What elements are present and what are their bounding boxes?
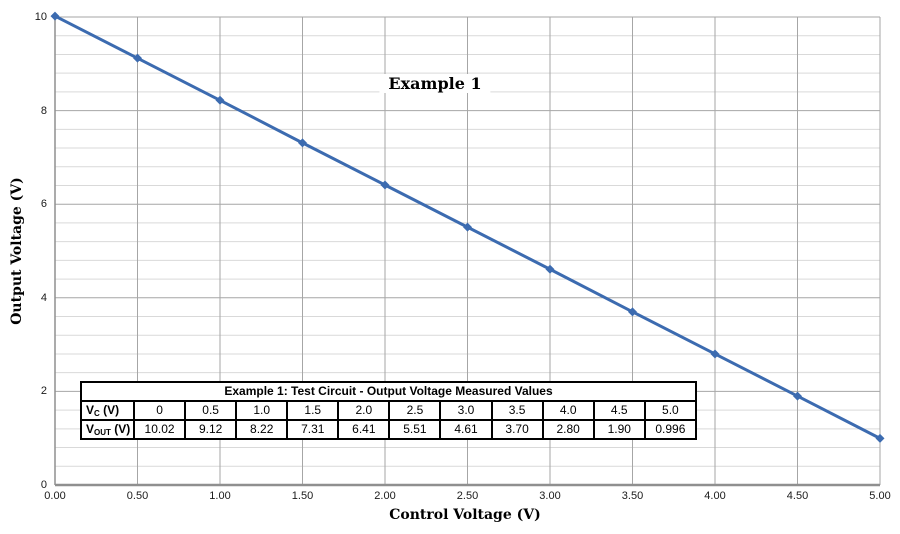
x-tick-label: 2.50	[456, 490, 479, 502]
x-tick-label: 4.50	[786, 490, 809, 502]
measured-values-table: Example 1: Test Circuit - Output Voltage…	[80, 381, 698, 440]
data-point-marker	[380, 180, 390, 190]
table-cell: 0	[132, 400, 187, 421]
table-cell: 3.0	[439, 400, 493, 421]
y-tick-label: 10	[34, 11, 47, 23]
x-tick-label: 5.00	[869, 490, 891, 502]
x-tick-label: 2.00	[374, 490, 396, 502]
data-point-marker	[793, 391, 802, 401]
data-point-marker	[875, 433, 885, 443]
table-cell: 7.31	[286, 419, 340, 440]
x-tick-label: 0.50	[126, 490, 149, 502]
data-point-marker	[133, 53, 142, 63]
data-point-marker	[710, 349, 720, 359]
x-tick-label: 1.50	[291, 490, 314, 502]
x-tick-label: 4.00	[704, 490, 726, 502]
table-cell: 1.5	[286, 400, 340, 421]
y-tick-label: 6	[40, 198, 47, 211]
table-cell: 4.0	[541, 400, 595, 421]
data-point-marker	[628, 307, 637, 317]
table-cell: 2.5	[388, 400, 442, 421]
x-tick-label: 0.00	[44, 490, 66, 502]
table-cell: 5.0	[643, 400, 698, 421]
table-cell: 5.51	[388, 419, 442, 440]
y-tick-label: 4	[40, 291, 47, 304]
table-cell: 0.5	[184, 400, 238, 421]
data-point-marker	[545, 264, 555, 274]
data-point-marker	[298, 138, 307, 148]
x-tick-label: 3.50	[621, 490, 644, 502]
x-tick-label: 1.00	[209, 490, 231, 502]
y-tick-label: 0	[40, 479, 47, 491]
table-cell: 4.5	[592, 400, 646, 421]
table-cell: 1.90	[592, 419, 646, 440]
table-cell: 8.22	[235, 419, 289, 440]
data-point-marker	[463, 222, 472, 232]
y-tick-label: 2	[40, 385, 47, 398]
data-point-marker	[50, 11, 60, 21]
x-axis-title: Control Voltage (V)	[389, 507, 541, 523]
table-cell: 2.80	[541, 419, 595, 440]
table-cell: 3.5	[490, 400, 544, 421]
table-cell: 1.0	[235, 400, 289, 421]
y-tick-label: 8	[40, 104, 47, 117]
table-row: VC (V) 0 0.5 1.0 1.5 2.0 2.5 3.0 3.5 4.0 4.5 5.0	[80, 400, 698, 421]
table-cell: 9.12	[184, 419, 238, 440]
table-cell: 6.41	[337, 419, 391, 440]
x-tick-label: 3.00	[539, 490, 561, 502]
table-cell: 3.70	[490, 419, 544, 440]
table-cell: 2.0	[337, 400, 391, 421]
table-cell: 4.61	[439, 419, 493, 440]
table-cell: 10.02	[132, 419, 187, 440]
table-row-label: VC (V)	[80, 400, 135, 421]
data-point-marker	[215, 95, 225, 105]
chart-title: Example 1	[379, 74, 491, 93]
table-cell: 0.996	[643, 419, 698, 440]
table-row-label: VOUT (V)	[80, 419, 135, 440]
table-title: Example 1: Test Circuit - Output Voltage…	[80, 381, 697, 402]
table-row: VOUT (V) 10.02 9.12 8.22 7.31 6.41 5.51 4.61 3.7…	[80, 419, 698, 440]
